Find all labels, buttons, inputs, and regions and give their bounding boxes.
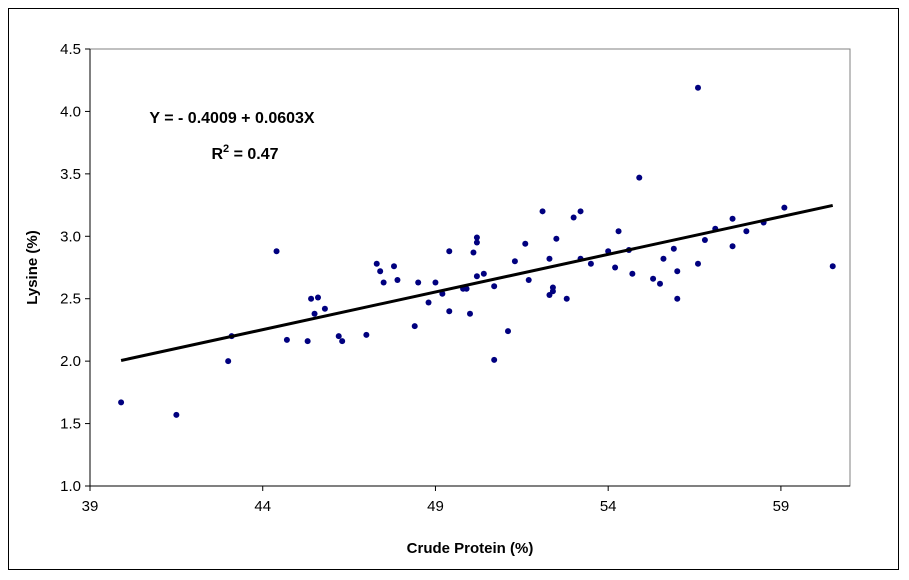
data-point	[563, 295, 570, 302]
r-squared-label: R2 = 0.47	[211, 143, 278, 163]
data-point	[650, 275, 657, 282]
data-point	[373, 260, 380, 267]
data-point	[473, 239, 480, 246]
y-tick-label: 1.0	[60, 478, 81, 495]
data-point	[335, 333, 342, 340]
data-point	[391, 263, 397, 270]
data-point	[743, 228, 750, 235]
data-point	[505, 328, 511, 335]
data-point	[729, 243, 736, 250]
data-point	[394, 276, 401, 283]
data-point	[308, 295, 315, 302]
data-point	[470, 249, 477, 256]
y-tick-label: 4.0	[60, 103, 81, 120]
data-point	[539, 208, 546, 215]
y-tick-label: 4.5	[60, 41, 81, 58]
trendline	[120, 203, 834, 362]
data-point	[363, 331, 370, 338]
data-point	[695, 260, 701, 267]
data-point	[491, 356, 498, 363]
data-point	[660, 255, 667, 262]
data-point	[570, 214, 577, 221]
data-point	[380, 279, 387, 286]
plot-area	[89, 48, 851, 487]
x-tick-label: 59	[773, 498, 790, 515]
data-point	[525, 276, 532, 283]
data-point	[522, 240, 529, 247]
x-axis-title: Crude Protein (%)	[407, 540, 534, 557]
data-point	[304, 338, 311, 345]
data-point	[480, 270, 487, 277]
data-point	[546, 255, 553, 262]
x-tick-label: 54	[600, 498, 617, 515]
y-tick-label: 3.0	[60, 228, 81, 245]
chart-frame	[8, 8, 899, 570]
data-point	[273, 248, 280, 255]
y-tick-label: 3.5	[60, 166, 81, 183]
x-tick-label: 49	[427, 498, 444, 515]
data-point	[473, 234, 480, 241]
data-point	[432, 279, 439, 286]
x-tick-label: 39	[82, 498, 99, 515]
data-point	[446, 308, 453, 315]
data-point	[118, 399, 125, 406]
data-point	[411, 323, 418, 330]
data-point	[473, 273, 480, 280]
y-tick-label: 1.5	[60, 416, 81, 433]
data-point	[829, 263, 836, 270]
data-point	[425, 299, 432, 306]
data-point	[577, 208, 584, 215]
data-point	[321, 305, 328, 312]
data-point	[636, 174, 643, 181]
data-point	[467, 310, 473, 317]
y-tick-label: 2.5	[60, 291, 81, 308]
r2-value: = 0.47	[229, 146, 278, 163]
data-point	[491, 283, 498, 290]
data-point	[377, 268, 384, 275]
y-axis: 1.0 1.5 2.0 2.5 3.0 3.5 4.0 4.5	[60, 41, 91, 495]
x-tick-label: 44	[254, 498, 271, 515]
data-point	[670, 245, 677, 252]
data-point	[339, 338, 346, 345]
data-point	[463, 285, 470, 292]
r2-exponent: 2	[223, 143, 229, 155]
y-tick-label: 2.0	[60, 353, 81, 370]
data-point	[549, 288, 556, 295]
data-point	[315, 294, 321, 301]
data-point	[225, 358, 232, 365]
data-point	[612, 264, 619, 271]
data-point	[674, 295, 681, 302]
data-point	[283, 336, 290, 343]
data-point	[657, 280, 663, 287]
data-point	[511, 258, 518, 265]
data-point	[173, 411, 180, 418]
data-point	[629, 270, 636, 277]
data-point	[615, 228, 622, 235]
data-point	[674, 268, 681, 275]
data-point	[415, 279, 422, 286]
data-point	[701, 237, 708, 244]
data-point	[311, 310, 318, 317]
data-point	[553, 235, 560, 242]
data-point	[781, 204, 788, 211]
regression-equation: Y = - 0.4009 + 0.0603X	[149, 110, 315, 127]
data-point	[446, 248, 453, 255]
y-axis-title: Lysine (%)	[24, 230, 41, 304]
data-point	[587, 260, 594, 267]
data-point	[729, 215, 736, 222]
r2-prefix: R	[211, 146, 223, 163]
x-axis: 39 44 49 54 59	[82, 485, 850, 515]
data-point	[695, 84, 701, 91]
